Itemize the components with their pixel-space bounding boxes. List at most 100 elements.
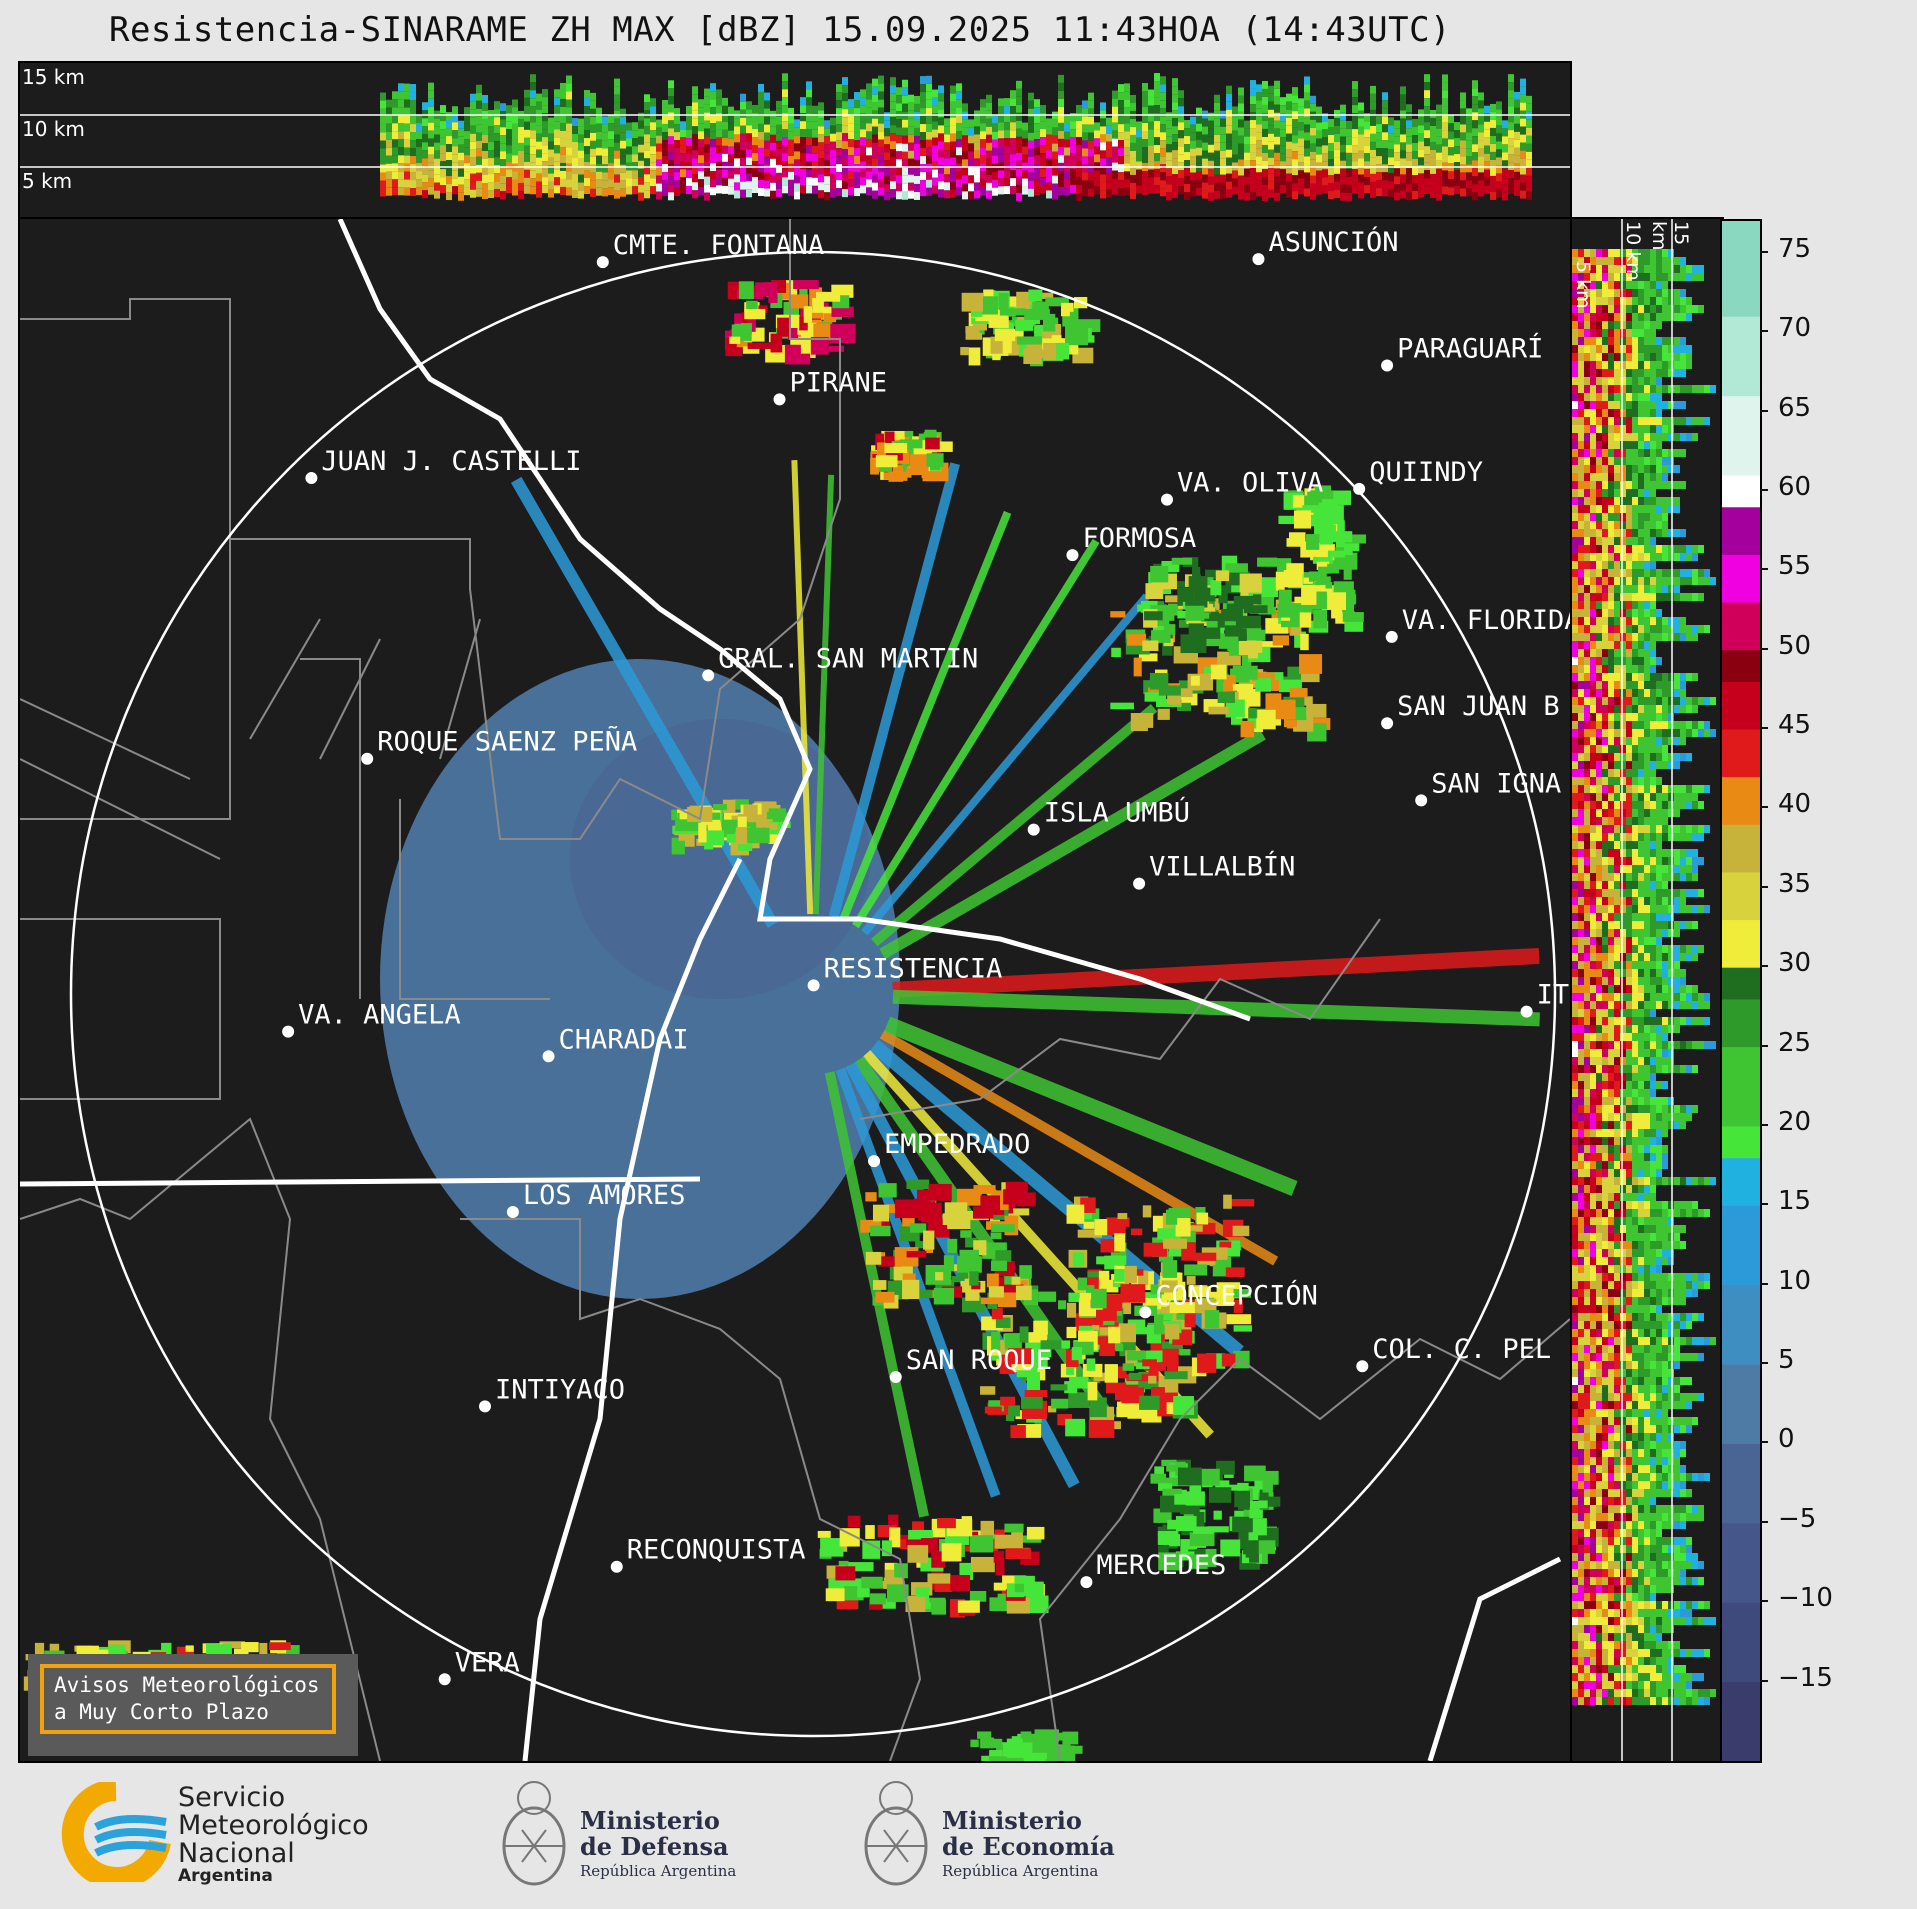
cross-section-cell	[1578, 601, 1584, 609]
cross-section-cell	[1322, 137, 1328, 146]
storm-cell	[1034, 1291, 1057, 1302]
cross-section-cell	[1400, 126, 1406, 135]
cross-section-cell	[1208, 184, 1214, 193]
cross-section-cell	[776, 180, 782, 189]
cross-section-cell	[1572, 281, 1578, 289]
cross-section-cell	[620, 108, 626, 117]
cross-section-cell	[1626, 593, 1632, 601]
cross-section-cell	[1602, 305, 1608, 313]
cross-section-cell	[476, 124, 482, 133]
cross-section-cell	[1202, 190, 1208, 199]
cross-section-cell	[1614, 313, 1620, 321]
cross-section-cell	[1154, 97, 1160, 106]
cross-section-cell	[1656, 249, 1662, 257]
cross-section-cell	[656, 183, 662, 192]
cross-section-cell	[1442, 146, 1448, 155]
storm-cell	[931, 1551, 946, 1568]
cross-section-cell	[434, 150, 440, 159]
cross-section-cell	[398, 99, 404, 108]
cross-section-cell	[1656, 617, 1662, 625]
cross-section-cell	[1256, 140, 1262, 149]
storm-cell	[969, 1271, 979, 1286]
storm-cell	[1121, 1387, 1145, 1404]
cross-section-cell	[812, 113, 818, 122]
cross-section-cell	[1650, 617, 1656, 625]
cross-section-cell	[1178, 154, 1184, 163]
storm-cell	[803, 309, 824, 319]
cross-section-cell	[1220, 158, 1226, 167]
cross-section-cell	[1662, 729, 1668, 737]
cross-section-cell	[896, 103, 902, 112]
cross-section-cell	[1632, 385, 1638, 393]
cross-section-cell	[1526, 167, 1532, 176]
cross-section-cell	[1626, 377, 1632, 385]
cross-section-cell	[422, 134, 428, 143]
cross-section-cell	[752, 169, 758, 178]
cross-section-cell	[854, 108, 860, 117]
cross-section-cell	[434, 158, 440, 167]
cross-section-cell	[1364, 169, 1370, 178]
cross-section-cell	[692, 190, 698, 199]
cross-section-cell	[476, 116, 482, 125]
cross-section-cell	[1620, 657, 1626, 665]
storm-cell	[881, 1217, 890, 1227]
cross-section-cell	[1406, 144, 1412, 153]
cross-section-cell	[1620, 257, 1626, 265]
cross-section-cell	[914, 151, 920, 160]
cross-section-cell	[1472, 96, 1478, 105]
cross-section-cell	[542, 161, 548, 170]
cross-section-cell	[1608, 393, 1614, 401]
cross-section-cell	[1608, 745, 1614, 753]
cross-section-cell	[1572, 409, 1578, 417]
cross-section-cell	[446, 144, 452, 153]
cross-section-cell	[416, 171, 422, 180]
storm-cell	[980, 1520, 995, 1539]
cross-section-cell	[1638, 481, 1644, 489]
cross-section-cell	[896, 175, 902, 184]
cross-section-cell	[1698, 569, 1704, 577]
cross-section-cell	[1632, 393, 1638, 401]
cross-section-cell	[872, 94, 878, 103]
storm-cell	[1167, 1362, 1177, 1372]
cross-section-cell	[1172, 78, 1178, 87]
cross-section-cell	[1662, 481, 1668, 489]
storm-cell	[1301, 696, 1313, 706]
alert-box[interactable]: Avisos Meteorológicos a Muy Corto Plazo	[28, 1654, 358, 1756]
cross-section-cell	[1674, 313, 1680, 321]
cross-section-cell	[584, 98, 590, 107]
cross-section-cell	[1292, 95, 1298, 104]
cross-section-cell	[446, 136, 452, 145]
cross-section-cell	[1590, 265, 1596, 273]
storm-cell	[1291, 603, 1313, 613]
cross-section-cell	[1154, 169, 1160, 178]
storm-cell	[1171, 557, 1193, 565]
cross-section-cell	[818, 118, 824, 127]
cross-section-cell	[1220, 166, 1226, 175]
cross-section-cell	[638, 160, 644, 169]
cross-section-cell	[1644, 361, 1650, 369]
cross-section-cell	[1466, 180, 1472, 189]
cross-section-cell	[1578, 689, 1584, 697]
cross-section-cell	[1136, 177, 1142, 186]
cross-section-cell	[1418, 133, 1424, 142]
cross-section-cell	[1520, 190, 1526, 199]
cross-section-cell	[1668, 337, 1674, 345]
cross-section-cell	[1028, 188, 1034, 197]
cross-section-cell	[1358, 182, 1364, 191]
cross-section-cell	[1614, 385, 1620, 393]
cross-section-cell	[1668, 361, 1674, 369]
cross-section-cell	[1650, 761, 1656, 769]
storm-cell	[1286, 538, 1306, 547]
cross-section-cell	[1584, 473, 1590, 481]
cross-section-cell	[1112, 170, 1118, 179]
cross-section-cell	[1046, 182, 1052, 191]
cross-section-cell	[1268, 157, 1274, 166]
cross-section-cell	[1406, 176, 1412, 185]
cross-section-cell	[782, 105, 788, 114]
cross-section-cell	[1620, 305, 1626, 313]
storm-cell	[970, 1739, 979, 1748]
cross-section-cell	[1298, 130, 1304, 139]
cross-section-cell	[602, 156, 608, 165]
cross-section-cell	[1578, 377, 1584, 385]
cross-section-cell	[1608, 305, 1614, 313]
